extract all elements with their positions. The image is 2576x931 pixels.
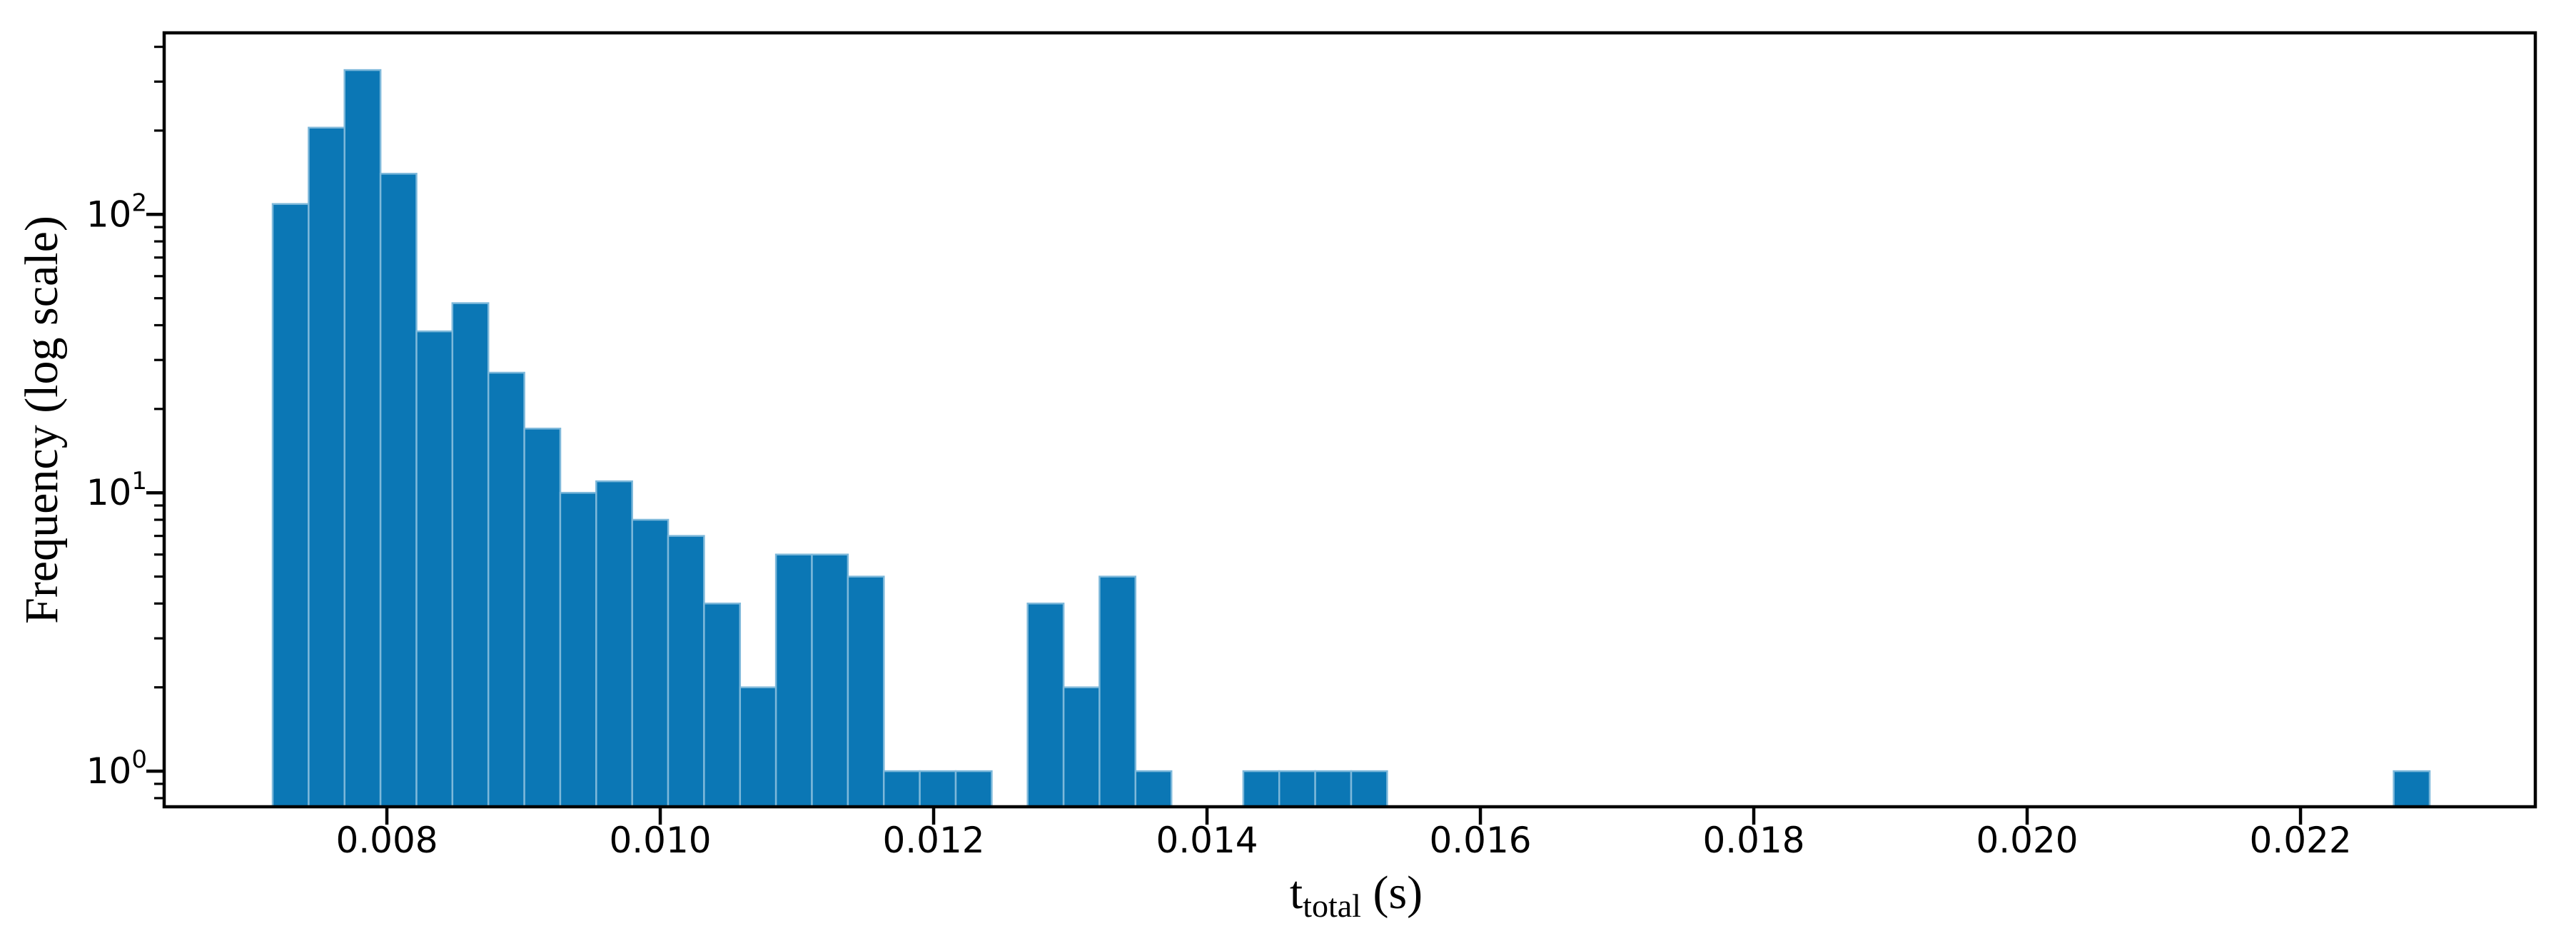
histogram-bar (667, 535, 705, 807)
x-tick-label: 0.022 (2249, 820, 2351, 861)
histogram-bar (1314, 770, 1353, 807)
histogram-bar (847, 575, 885, 807)
histogram-bar (271, 203, 310, 807)
y-tick-label: 101 (86, 467, 147, 513)
histogram-bar (919, 770, 957, 807)
histogram-bar (415, 330, 454, 807)
x-tick-label: 0.008 (335, 820, 438, 861)
x-tick-label: 0.018 (1702, 820, 1804, 861)
histogram-bar (774, 553, 813, 807)
histogram-bar (1350, 770, 1388, 807)
histogram-bar (343, 69, 382, 807)
x-tick-label: 0.014 (1156, 820, 1258, 861)
x-axis-label: ttotal (s) (1290, 867, 1423, 924)
histogram-bars (271, 69, 2431, 807)
histogram-bar (308, 126, 346, 807)
x-tick-label: 0.010 (609, 820, 711, 861)
histogram-bar (487, 371, 525, 807)
x-axis: 0.008 0.010 0.012 0.014 0.016 0.018 0.020 0.022 (335, 808, 2352, 861)
histogram-bar (1026, 603, 1065, 807)
x-tick-label: 0.016 (1429, 820, 1531, 861)
histogram-bar (1134, 770, 1173, 807)
histogram-bar (451, 302, 490, 807)
histogram-bar (882, 770, 921, 807)
histogram-bar (523, 428, 562, 807)
histogram-bar (1242, 770, 1281, 807)
histogram-bar (631, 518, 670, 807)
histogram-bar (2393, 770, 2431, 807)
x-tick-label: 0.020 (1976, 820, 2078, 861)
histogram-bar (379, 173, 418, 807)
histogram-bar (1278, 770, 1316, 807)
histogram-bar (559, 491, 597, 807)
y-axis-label: Frequency (log scale) (16, 216, 68, 624)
histogram-bar (739, 686, 777, 807)
y-axis: 100 101 102 (86, 45, 163, 800)
histogram-bar (1098, 575, 1137, 807)
histogram-bar (1062, 686, 1101, 807)
histogram-bar (811, 553, 849, 807)
histogram-bar (595, 480, 633, 807)
histogram-bar (954, 770, 993, 807)
x-tick-label: 0.012 (882, 820, 984, 861)
histogram-bar (703, 603, 742, 807)
y-tick-label: 100 (86, 745, 147, 792)
y-tick-label: 102 (86, 188, 147, 235)
plot-spines (162, 31, 2537, 809)
